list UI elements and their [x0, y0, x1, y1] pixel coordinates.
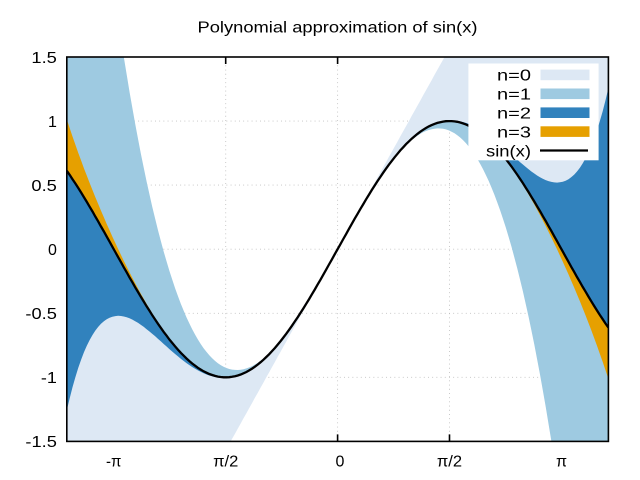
- svg-text:Polynomial approximation of si: Polynomial approximation of sin(x): [198, 20, 478, 37]
- svg-text:sin(x): sin(x): [486, 143, 531, 160]
- svg-text:n=0: n=0: [497, 68, 531, 85]
- svg-text:0.5: 0.5: [31, 178, 57, 195]
- svg-text:π/2: π/2: [213, 454, 238, 471]
- svg-text:n=3: n=3: [497, 124, 531, 141]
- svg-text:0: 0: [336, 454, 345, 471]
- svg-text:n=1: n=1: [497, 87, 531, 104]
- svg-text:-1.5: -1.5: [25, 434, 57, 451]
- svg-text:π/2: π/2: [437, 454, 462, 471]
- svg-text:-0.5: -0.5: [25, 306, 57, 323]
- svg-text:1.5: 1.5: [31, 50, 57, 67]
- svg-text:-π: -π: [106, 454, 121, 471]
- svg-text:n=2: n=2: [497, 106, 531, 123]
- svg-text:π: π: [556, 454, 567, 471]
- svg-text:0: 0: [48, 242, 57, 259]
- svg-text:1: 1: [48, 114, 57, 131]
- svg-text:-1: -1: [41, 370, 57, 387]
